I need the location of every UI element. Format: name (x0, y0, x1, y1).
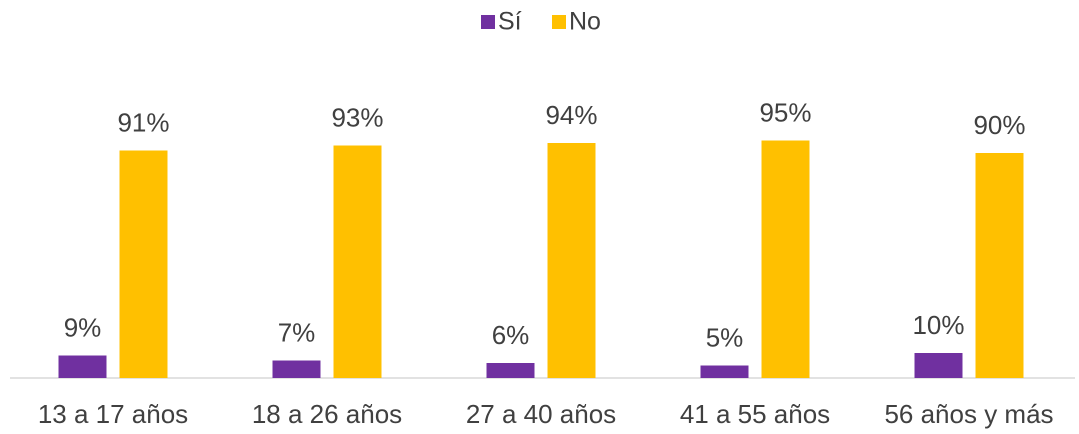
bar (333, 145, 382, 378)
bar (486, 363, 535, 378)
x-tick-label: 13 a 17 años (38, 399, 188, 429)
x-tick-label: 18 a 26 años (252, 399, 402, 429)
legend-label: Sí (498, 8, 522, 36)
legend-swatch (481, 15, 495, 29)
bar (119, 150, 168, 378)
data-label: 93% (331, 102, 383, 132)
data-label: 91% (117, 107, 169, 137)
data-label: 95% (759, 97, 811, 127)
data-label: 7% (278, 317, 316, 347)
data-label: 90% (973, 110, 1025, 140)
x-tick-label: 41 a 55 años (680, 399, 830, 429)
data-label: 5% (706, 322, 744, 352)
bar (700, 365, 749, 378)
bar (761, 140, 810, 378)
bar (975, 153, 1024, 378)
data-label: 94% (545, 100, 597, 130)
bar (272, 360, 321, 378)
data-label: 9% (64, 312, 102, 342)
legend-label: No (569, 8, 601, 36)
x-tick-label: 27 a 40 años (466, 399, 616, 429)
bar (547, 143, 596, 378)
bar (58, 355, 107, 378)
legend-swatch (552, 15, 566, 29)
bar (914, 353, 963, 378)
data-label: 6% (492, 320, 530, 350)
data-label: 10% (912, 310, 964, 340)
x-tick-label: 56 años y más (884, 399, 1053, 429)
